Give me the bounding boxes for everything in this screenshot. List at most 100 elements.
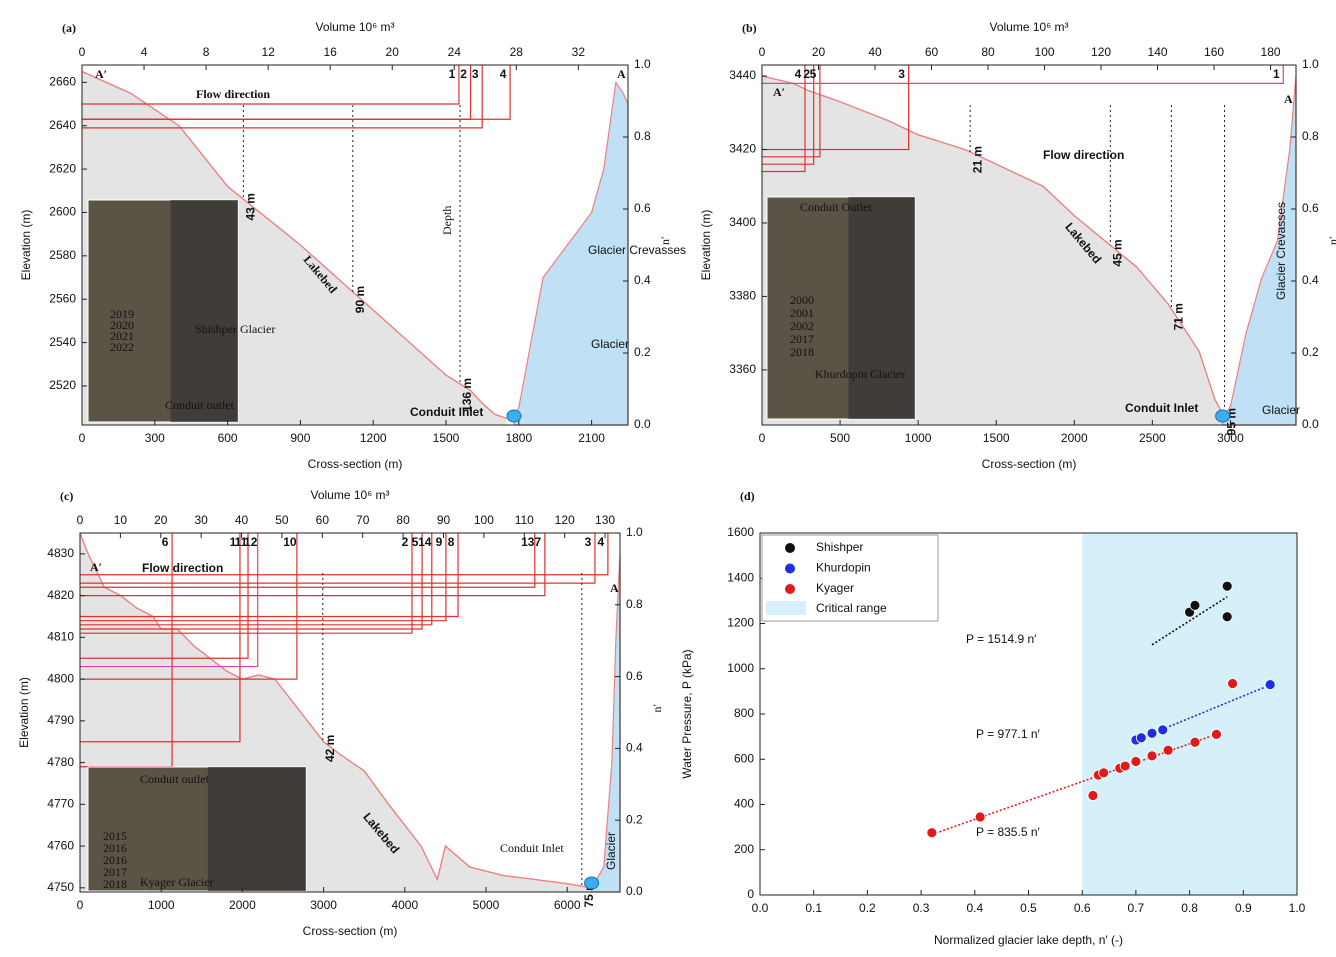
volume-line-label: 2 <box>402 535 409 549</box>
data-point <box>1146 750 1158 762</box>
y2-tick-label: 0.8 <box>634 129 651 143</box>
y-tick-label: 4750 <box>47 880 74 894</box>
volume-line-label: 13 <box>521 535 535 549</box>
volume-line-label: 4 <box>500 67 507 81</box>
legend-marker <box>785 563 795 574</box>
data-point <box>1221 580 1233 592</box>
inset-map-shade <box>207 767 306 891</box>
x2-tick-label: 20 <box>154 513 168 527</box>
inset-label: Conduit Outlet <box>800 200 872 214</box>
x-tick-label: 0.1 <box>805 901 822 915</box>
x2-tick-label: 80 <box>981 45 995 59</box>
volume-line <box>762 65 815 165</box>
annotation: A <box>610 581 619 595</box>
x2-tick-label: 0 <box>77 513 84 527</box>
data-point <box>1087 790 1099 801</box>
legend-marker <box>785 543 795 553</box>
y-tick-label: 2640 <box>49 118 76 132</box>
x-tick-label: 2500 <box>1139 431 1166 445</box>
x-tick-label: 2000 <box>1061 431 1088 445</box>
x-axis-label: Normalized glacier lake depth, n′ (-) <box>934 933 1123 947</box>
x2-tick-label: 40 <box>235 513 249 527</box>
x-tick-label: 900 <box>290 431 310 445</box>
volume-line-label: 4 <box>795 67 802 81</box>
y-axis-label: Elevation (m) <box>699 210 713 281</box>
x2-tick-label: 20 <box>386 45 400 59</box>
x-tick-label: 0.5 <box>1020 901 1037 915</box>
y-tick-label: 4830 <box>47 546 74 560</box>
legend-marker <box>766 601 806 615</box>
x-tick-label: 1500 <box>983 431 1010 445</box>
x2-axis-label: Volume 10⁶ m³ <box>316 20 395 34</box>
x2-tick-label: 0 <box>759 45 766 59</box>
y-tick-label: 3440 <box>729 68 756 82</box>
volume-line-label: 5 <box>810 67 817 81</box>
x2-tick-label: 12 <box>261 45 275 59</box>
x-tick-label: 1000 <box>905 431 932 445</box>
volume-line <box>80 533 413 634</box>
y-tick-label: 4780 <box>47 755 74 769</box>
data-point <box>974 811 986 823</box>
x-axis-label: Cross-section (m) <box>308 457 403 471</box>
x2-tick-label: 30 <box>194 513 208 527</box>
x-tick-label: 3000 <box>310 898 337 912</box>
x2-tick-label: 60 <box>925 45 939 59</box>
y-tick-label: 4810 <box>47 630 74 644</box>
inset-label: 2002 <box>790 319 814 333</box>
volume-line-label: 2 <box>803 67 810 81</box>
inset-label: 2001 <box>790 306 814 320</box>
inset-label: 2018 <box>790 345 814 359</box>
volume-line-label: 10 <box>283 535 297 549</box>
legend-label: Critical range <box>816 601 887 615</box>
panel-label: (a) <box>62 21 76 35</box>
fit-line <box>1151 596 1228 646</box>
x-tick-label: 0.0 <box>752 901 769 915</box>
data-point <box>1221 611 1233 623</box>
volume-line <box>80 533 447 622</box>
x-tick-label: 0.6 <box>1074 901 1091 915</box>
y-tick-label: 4770 <box>47 797 74 811</box>
depth-label: 71 m <box>1172 303 1186 330</box>
x2-tick-label: 28 <box>510 45 524 59</box>
conduit-inlet <box>1215 409 1231 423</box>
x2-tick-label: 80 <box>396 513 410 527</box>
volume-line <box>82 65 511 120</box>
volume-line <box>80 533 596 584</box>
x2-tick-label: 0 <box>79 45 86 59</box>
inset-label: Conduit outlet <box>165 398 235 412</box>
legend-label: Khurdopin <box>816 561 871 575</box>
y2-tick-label: 1.0 <box>1302 57 1319 71</box>
inset-map-shade <box>848 197 915 419</box>
y-tick-label: 2580 <box>49 248 76 262</box>
y-axis-label: Water Pressure, P (kPa) <box>680 649 694 778</box>
x2-tick-label: 8 <box>203 45 210 59</box>
conduit-inlet <box>506 409 522 423</box>
volume-line-label: 9 <box>436 535 443 549</box>
y2-tick-label: 0.0 <box>1302 417 1319 431</box>
volume-line <box>762 65 1284 84</box>
volume-line-label: 1 <box>1273 67 1280 81</box>
y2-tick-label: 0.6 <box>634 201 651 215</box>
annotation: Glacier <box>591 337 629 351</box>
y-tick-label: 200 <box>734 842 754 856</box>
data-point <box>1135 732 1147 744</box>
volume-line-label: 3 <box>585 535 592 549</box>
annotation: Conduit Inlet <box>1125 401 1198 415</box>
inset-label: 2022 <box>110 340 134 354</box>
x2-axis-label: Volume 10⁶ m³ <box>990 20 1069 34</box>
y-axis-label: Elevation (m) <box>19 210 33 281</box>
y2-tick-label: 1.0 <box>634 57 651 71</box>
data-point <box>1146 727 1158 739</box>
volume-line <box>762 65 910 151</box>
y2-axis-label: n′ <box>650 704 664 713</box>
volume-line-label: 6 <box>162 535 169 549</box>
depth-label: 21 m <box>970 146 984 173</box>
depth-label: 90 m <box>353 286 367 313</box>
y-tick-label: 2560 <box>49 291 76 305</box>
volume-line-label: 3 <box>472 67 479 81</box>
data-point <box>1157 724 1169 736</box>
panel-label: (c) <box>60 489 73 503</box>
plot-frame <box>81 64 629 426</box>
x-tick-label: 1000 <box>148 898 175 912</box>
inset-label: 2016 <box>103 841 127 855</box>
